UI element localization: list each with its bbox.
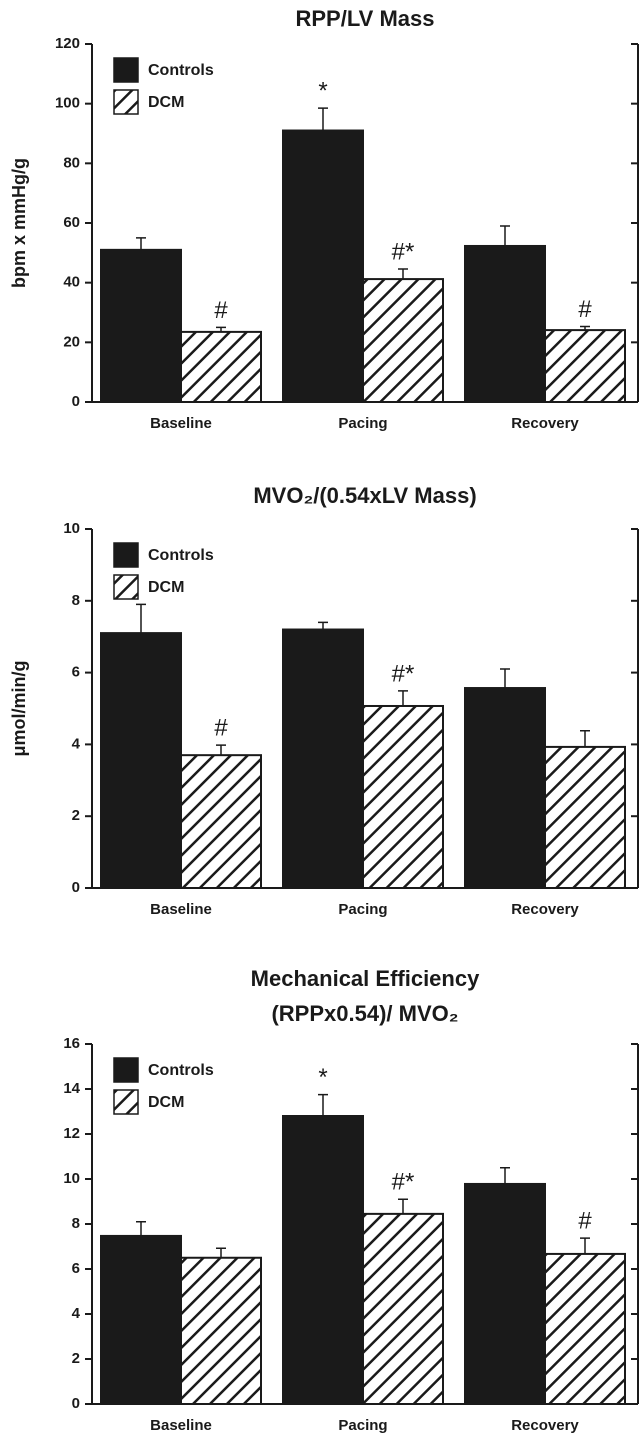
error-bar — [216, 744, 226, 756]
legend-label: Controls — [148, 547, 214, 564]
y-tick-label: 100 — [55, 95, 80, 112]
x-tick-label: Pacing — [338, 901, 387, 918]
legend-label: DCM — [148, 94, 184, 111]
bar — [100, 632, 182, 889]
x-tick-label: Baseline — [150, 1417, 212, 1434]
error-bar — [580, 730, 590, 747]
y-tick-label: 4 — [72, 1305, 81, 1322]
significance-marker: #* — [392, 238, 415, 265]
bar — [180, 330, 262, 403]
y-tick-label: 40 — [63, 274, 80, 291]
legend-swatch — [113, 89, 139, 115]
y-tick-label: 8 — [72, 592, 80, 609]
significance-marker: # — [578, 296, 592, 323]
error-bar — [216, 1247, 226, 1258]
significance-marker: * — [318, 77, 327, 104]
x-tick-label: Baseline — [150, 901, 212, 918]
error-bar — [136, 237, 146, 250]
y-tick-label: 8 — [72, 1215, 80, 1232]
legend-label: Controls — [148, 1062, 214, 1079]
significance-marker: #* — [392, 1169, 415, 1196]
legend-swatch — [113, 574, 139, 600]
x-tick-label: Pacing — [338, 415, 387, 432]
bar — [544, 329, 626, 403]
bar — [282, 1115, 364, 1405]
legend-label: DCM — [148, 579, 184, 596]
x-tick-label: Recovery — [511, 415, 579, 432]
error-bar — [580, 325, 590, 331]
legend-swatch — [113, 57, 139, 83]
error-bar — [136, 603, 146, 634]
y-tick-label: 20 — [63, 333, 80, 350]
y-axis-label: bpm x mmHg/g — [9, 158, 29, 288]
chart-title: RPP/LV Mass — [296, 6, 435, 31]
bar — [464, 244, 546, 403]
y-axis-label: μmol/min/g — [9, 660, 29, 756]
significance-marker: # — [214, 297, 228, 324]
x-tick-label: Recovery — [511, 901, 579, 918]
y-tick-label: 16 — [63, 1035, 80, 1052]
bar — [180, 1256, 262, 1405]
y-tick-label: 6 — [72, 1260, 80, 1277]
y-tick-label: 60 — [63, 214, 80, 231]
chart-title: (RPPx0.54)/ MVO₂ — [271, 1001, 458, 1026]
y-tick-label: 14 — [63, 1080, 80, 1097]
y-tick-label: 10 — [63, 1170, 80, 1187]
significance-marker: #* — [392, 660, 415, 687]
y-tick-label: 12 — [63, 1125, 80, 1142]
significance-marker: * — [318, 1064, 327, 1091]
error-bar — [500, 1167, 510, 1184]
y-tick-label: 0 — [72, 1395, 80, 1412]
x-tick-label: Baseline — [150, 415, 212, 432]
significance-marker: # — [578, 1208, 592, 1235]
significance-marker: # — [214, 714, 228, 741]
legend-swatch — [113, 1089, 139, 1115]
bar — [362, 704, 444, 889]
x-tick-label: Pacing — [338, 1417, 387, 1434]
legend-label: DCM — [148, 1094, 184, 1111]
bar — [464, 1182, 546, 1405]
error-bar — [318, 1093, 328, 1116]
y-tick-label: 2 — [72, 807, 80, 824]
y-tick-label: 120 — [55, 35, 80, 52]
error-bar — [136, 1221, 146, 1236]
error-bar — [318, 107, 328, 131]
chart-title: MVO₂/(0.54xLV Mass) — [253, 483, 476, 508]
legend-swatch — [113, 542, 139, 568]
y-tick-label: 80 — [63, 154, 80, 171]
bar — [100, 248, 182, 403]
error-bar — [580, 1237, 590, 1254]
bar — [362, 1212, 444, 1405]
y-tick-label: 0 — [72, 393, 80, 410]
bar — [544, 1252, 626, 1406]
error-bar — [318, 621, 328, 630]
error-bar — [216, 326, 226, 332]
bar — [282, 129, 364, 403]
error-bar — [398, 690, 408, 706]
x-tick-label: Recovery — [511, 1417, 579, 1434]
y-tick-label: 10 — [63, 520, 80, 537]
y-tick-label: 4 — [72, 735, 81, 752]
bar — [464, 687, 546, 889]
bar — [544, 745, 626, 890]
chart-title: Mechanical Efficiency — [251, 966, 480, 991]
bar — [282, 628, 364, 890]
error-bar — [500, 225, 510, 246]
bar — [362, 278, 444, 403]
bar — [180, 754, 262, 889]
bar — [100, 1234, 182, 1406]
y-tick-label: 6 — [72, 664, 80, 681]
error-bar — [398, 1198, 408, 1214]
error-bar — [500, 668, 510, 689]
y-tick-label: 2 — [72, 1350, 80, 1367]
legend-swatch — [113, 1057, 139, 1083]
legend-label: Controls — [148, 62, 214, 79]
y-tick-label: 0 — [72, 879, 80, 896]
error-bar — [398, 268, 408, 280]
